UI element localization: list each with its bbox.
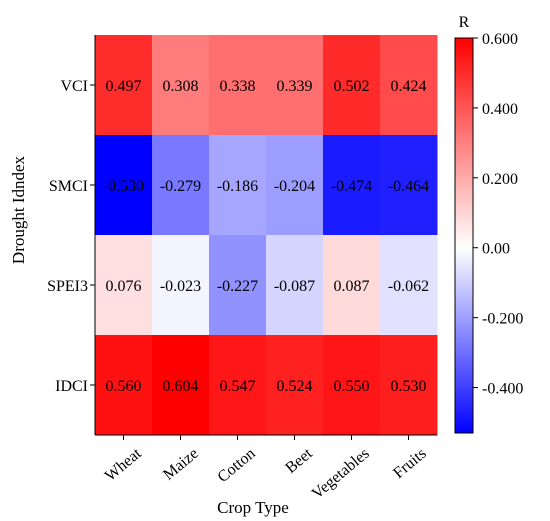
y-tick-label: SMCI xyxy=(49,178,88,195)
heatmap-cell xyxy=(323,35,381,136)
heatmap-cell xyxy=(209,35,267,136)
cell-value-label: -0.204 xyxy=(274,178,315,195)
cell-value-label: -0.062 xyxy=(388,278,429,295)
cell-value-label: -0.474 xyxy=(331,178,372,195)
cell-value-label: -0.186 xyxy=(217,178,258,195)
cell-value-label: 0.338 xyxy=(220,78,256,95)
heatmap-cell xyxy=(266,235,324,336)
x-tick-label: Cotton xyxy=(214,445,258,486)
heatmap-cell xyxy=(95,135,153,236)
cell-value-label: 0.308 xyxy=(163,78,199,95)
heatmap-cell xyxy=(380,235,438,336)
cell-value-labels: 0.497 0.308 0.338 0.339 0.502 0.424 -0.530 -0.2… xyxy=(103,78,429,395)
cell-value-label: -0.464 xyxy=(388,178,429,195)
heatmap-cell xyxy=(266,135,324,236)
colorbar: R xyxy=(455,14,473,433)
heatmap-cell xyxy=(380,35,438,136)
cell-value-label: -0.279 xyxy=(160,178,201,195)
heatmap-cell xyxy=(323,135,381,236)
x-tick-label: Vegetables xyxy=(309,445,373,503)
heatmap-cell xyxy=(95,35,153,136)
heatmap-cell xyxy=(95,335,153,436)
x-tick-label: Beet xyxy=(282,445,316,477)
heatmap-cell xyxy=(152,235,210,336)
heatmap-cell xyxy=(152,35,210,136)
cell-value-label: 0.339 xyxy=(277,78,313,95)
heatmap-cell xyxy=(209,235,267,336)
colorbar-tick-label: 0.200 xyxy=(482,171,518,188)
cell-value-label: 0.547 xyxy=(220,378,256,395)
colorbar-gradient xyxy=(455,38,473,433)
colorbar-title: R xyxy=(459,14,470,31)
cell-value-label: 0.530 xyxy=(391,378,427,395)
heatmap-cells xyxy=(95,35,438,436)
y-axis: VCI SMCI SPEI3 IDCI xyxy=(47,35,96,435)
colorbar-frame xyxy=(454,37,474,434)
colorbar-tick-label: -0.400 xyxy=(482,381,523,398)
cell-value-label: 0.604 xyxy=(163,378,199,395)
x-tick-label: Wheat xyxy=(102,445,145,485)
cell-value-label: 0.560 xyxy=(106,378,142,395)
heatmap-cell xyxy=(323,335,381,436)
cell-value-label: -0.227 xyxy=(217,278,258,295)
colorbar-ticks: 0.600 0.400 0.200 0.00 -0.200 -0.400 xyxy=(454,31,523,434)
heatmap-cell xyxy=(152,135,210,236)
colorbar-tick-label: -0.200 xyxy=(482,311,523,328)
colorbar-tick-label: 0.600 xyxy=(482,31,518,48)
heatmap-cell xyxy=(209,135,267,236)
heatmap-cell xyxy=(266,335,324,436)
y-axis-title: Drought Idndex xyxy=(9,155,28,264)
heatmap-cell xyxy=(380,335,438,436)
heatmap-cell xyxy=(380,135,438,236)
cell-value-label: 0.076 xyxy=(106,278,142,295)
colorbar-tick-label: 0.00 xyxy=(482,241,510,258)
x-tick-label: Maize xyxy=(160,445,202,484)
heatmap-cell xyxy=(323,235,381,336)
cell-value-label: 0.087 xyxy=(334,278,370,295)
cell-value-label: -0.530 xyxy=(103,178,144,195)
x-axis-title: Crop Type xyxy=(217,498,289,517)
y-tick-label: SPEI3 xyxy=(47,278,88,295)
cell-value-label: -0.023 xyxy=(160,278,201,295)
heatmap-cell xyxy=(152,335,210,436)
cell-value-label: 0.550 xyxy=(334,378,370,395)
cell-value-label: 0.424 xyxy=(391,78,427,95)
cell-value-label: -0.087 xyxy=(274,278,315,295)
x-tick-label: Fruits xyxy=(390,445,430,482)
heatmap-cell xyxy=(95,235,153,336)
colorbar-tick-label: 0.400 xyxy=(482,101,518,118)
cell-value-label: 0.497 xyxy=(106,78,142,95)
heatmap-cell xyxy=(266,35,324,136)
cell-value-label: 0.524 xyxy=(277,378,313,395)
y-tick-label: IDCI xyxy=(55,378,88,395)
y-tick-label: VCI xyxy=(60,78,88,95)
heatmap-cell xyxy=(209,335,267,436)
cell-value-label: 0.502 xyxy=(334,78,370,95)
